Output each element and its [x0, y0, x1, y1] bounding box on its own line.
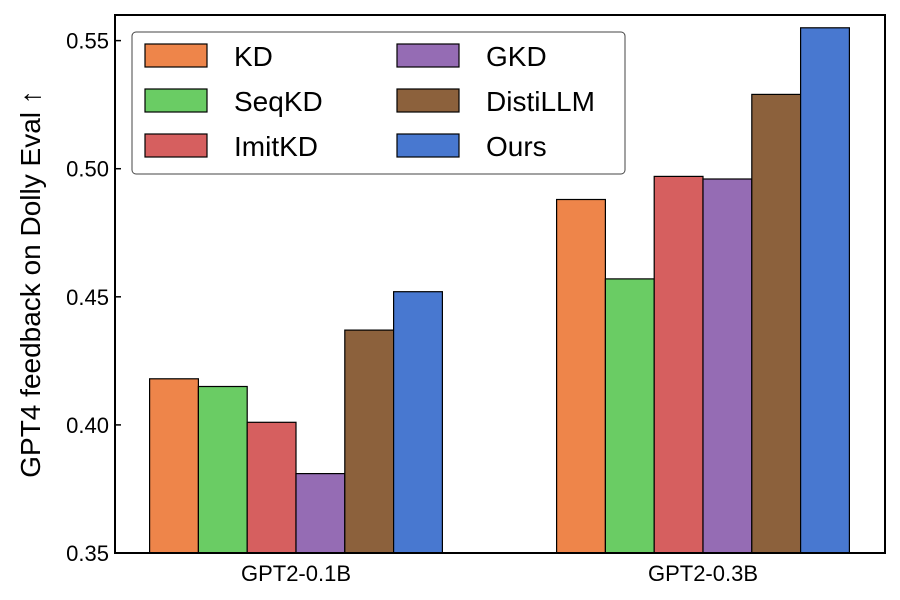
bar-kd-gpt2-03b [555, 198, 606, 554]
bar-seqkd-gpt2-01b [197, 385, 248, 554]
legend-label-distillm: DistiLLM [486, 86, 595, 117]
legend-swatch-kd [144, 43, 208, 68]
y-axis-title: GPT4 feedback on Dolly Eval ↑ [15, 90, 46, 478]
bar-distillm-gpt2-01b [344, 329, 395, 554]
legend-swatch-ours [396, 133, 460, 158]
legend-swatch-distillm [396, 88, 460, 113]
x-axis: GPT2-0.1B GPT2-0.3B [241, 561, 758, 586]
legend-label-ours: Ours [486, 131, 547, 162]
legend-swatch-imitkd [144, 133, 208, 158]
y-tick-label: 0.55 [66, 29, 109, 54]
legend-label-imitkd: ImitKD [234, 131, 318, 162]
y-tick-label: 0.50 [66, 157, 109, 182]
plot-frame [114, 14, 886, 554]
legend-label-seqkd: SeqKD [234, 86, 323, 117]
legend: KD SeqKD ImitKD GKD DistiLLM Ours [131, 31, 626, 175]
y-tick-label: 0.45 [66, 285, 109, 310]
y-axis: 0.35 0.40 0.45 0.50 0.55 [66, 29, 121, 566]
legend-swatch-seqkd [144, 88, 208, 113]
bar-ours-gpt2-01b [393, 291, 444, 554]
bar-seqkd-gpt2-03b [604, 278, 655, 554]
bar-distillm-gpt2-03b [751, 93, 802, 554]
bar-gkd-gpt2-03b [702, 178, 753, 554]
legend-label-kd: KD [234, 41, 273, 72]
x-tick-label: GPT2-0.1B [241, 561, 351, 586]
bars-group [149, 27, 850, 554]
bar-imitkd-gpt2-03b [653, 175, 704, 554]
bar-imitkd-gpt2-01b [246, 421, 297, 554]
legend-box [131, 31, 626, 175]
bar-gkd-gpt2-01b [295, 473, 346, 554]
y-tick-label: 0.40 [66, 413, 109, 438]
x-tick-label: GPT2-0.3B [648, 561, 758, 586]
bar-kd-gpt2-01b [149, 378, 200, 554]
legend-label-gkd: GKD [486, 41, 547, 72]
y-tick-label: 0.35 [66, 541, 109, 566]
legend-swatch-gkd [396, 43, 460, 68]
bar-ours-gpt2-03b [799, 27, 850, 554]
